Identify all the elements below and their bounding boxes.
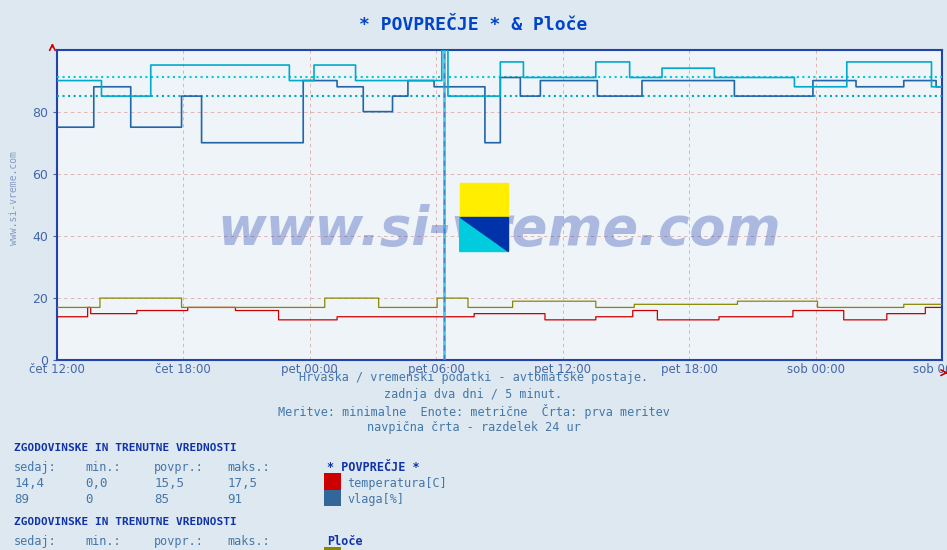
Text: Hrvaška / vremenski podatki - avtomatske postaje.: Hrvaška / vremenski podatki - avtomatske… [299, 371, 648, 384]
Text: navpična črta - razdelek 24 ur: navpična črta - razdelek 24 ur [366, 421, 581, 434]
Text: 0,0: 0,0 [85, 477, 108, 491]
Text: temperatura[C]: temperatura[C] [348, 477, 447, 491]
Text: www.si-vreme.com: www.si-vreme.com [218, 204, 781, 256]
Text: povpr.:: povpr.: [154, 461, 205, 474]
Text: 14,4: 14,4 [14, 477, 45, 491]
Text: * POVPREČJE * & Ploče: * POVPREČJE * & Ploče [359, 16, 588, 35]
Polygon shape [459, 217, 509, 251]
Text: Meritve: minimalne  Enote: metrične  Črta: prva meritev: Meritve: minimalne Enote: metrične Črta:… [277, 404, 670, 419]
Text: sedaj:: sedaj: [14, 461, 57, 474]
Text: 15,5: 15,5 [154, 477, 185, 491]
Polygon shape [459, 217, 509, 251]
Text: maks.:: maks.: [227, 461, 270, 474]
Text: vlaga[%]: vlaga[%] [348, 493, 404, 507]
Text: sedaj:: sedaj: [14, 535, 57, 548]
Bar [459, 183, 509, 217]
Text: Ploče: Ploče [327, 535, 363, 548]
Text: * POVPREČJE *: * POVPREČJE * [327, 461, 420, 474]
Text: ZGODOVINSKE IN TRENUTNE VREDNOSTI: ZGODOVINSKE IN TRENUTNE VREDNOSTI [14, 443, 237, 453]
Text: min.:: min.: [85, 535, 121, 548]
Text: zadnja dva dni / 5 minut.: zadnja dva dni / 5 minut. [384, 388, 563, 401]
Text: 91: 91 [227, 493, 242, 507]
Text: 89: 89 [14, 493, 29, 507]
Text: maks.:: maks.: [227, 535, 270, 548]
Text: povpr.:: povpr.: [154, 535, 205, 548]
Text: 85: 85 [154, 493, 170, 507]
Text: www.si-vreme.com: www.si-vreme.com [9, 151, 19, 245]
Text: ZGODOVINSKE IN TRENUTNE VREDNOSTI: ZGODOVINSKE IN TRENUTNE VREDNOSTI [14, 517, 237, 527]
Text: min.:: min.: [85, 461, 121, 474]
Text: 0: 0 [85, 493, 93, 507]
Text: 17,5: 17,5 [227, 477, 258, 491]
